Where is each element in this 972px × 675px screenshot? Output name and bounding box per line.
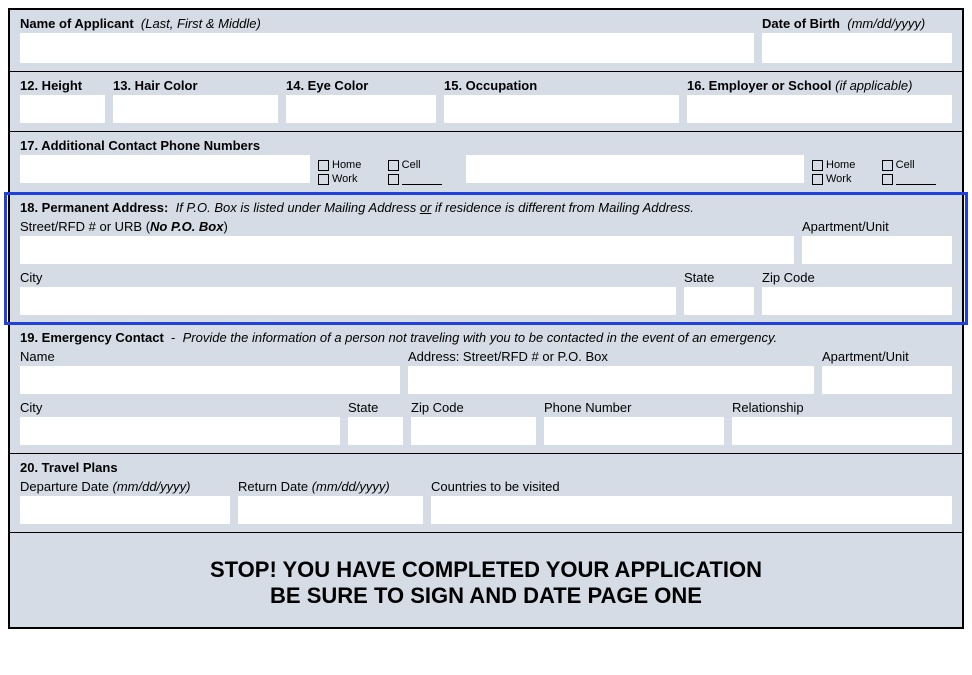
- sec19-header: 19. Emergency Contact - Provide the info…: [20, 330, 952, 345]
- state-input[interactable]: [684, 287, 754, 315]
- phone1-work-cb[interactable]: [318, 174, 329, 185]
- apt-input[interactable]: [802, 236, 952, 264]
- hair-label: 13. Hair Color: [113, 78, 278, 93]
- zip-input[interactable]: [762, 287, 952, 315]
- occupation-input[interactable]: [444, 95, 679, 123]
- phone1-type: Home Cell Work: [318, 155, 458, 185]
- name-label: Name of Applicant (Last, First & Middle): [20, 16, 754, 31]
- ec-apt-input[interactable]: [822, 366, 952, 394]
- phone2-home-cb[interactable]: [812, 160, 823, 171]
- phone2-other-blank: [896, 173, 936, 185]
- stop-message: STOP! YOU HAVE COMPLETED YOUR APPLICATIO…: [20, 539, 952, 619]
- ec-address-label: Address: Street/RFD # or P.O. Box: [408, 349, 814, 364]
- ec-zip-label: Zip Code: [411, 400, 536, 415]
- street-label: Street/RFD # or URB (No P.O. Box): [20, 219, 794, 234]
- dep-label: Departure Date (mm/dd/yyyy): [20, 479, 230, 494]
- zip-label: Zip Code: [762, 270, 952, 285]
- sec18-header: 18. Permanent Address: If P.O. Box is li…: [20, 200, 952, 215]
- sec17-title: 17. Additional Contact Phone Numbers: [20, 138, 952, 153]
- section-17: 17. Additional Contact Phone Numbers Hom…: [10, 132, 962, 194]
- eye-input[interactable]: [286, 95, 436, 123]
- ec-city-label: City: [20, 400, 340, 415]
- ec-name-input[interactable]: [20, 366, 400, 394]
- section-18: 18. Permanent Address: If P.O. Box is li…: [10, 194, 962, 324]
- street-input[interactable]: [20, 236, 794, 264]
- phone1-other-blank: [402, 173, 442, 185]
- hair-input[interactable]: [113, 95, 278, 123]
- phone2-cell-cb[interactable]: [882, 160, 893, 171]
- countries-input[interactable]: [431, 496, 952, 524]
- apt-label: Apartment/Unit: [802, 219, 952, 234]
- city-input[interactable]: [20, 287, 676, 315]
- ec-state-input[interactable]: [348, 417, 403, 445]
- ec-phone-label: Phone Number: [544, 400, 724, 415]
- ec-apt-label: Apartment/Unit: [822, 349, 952, 364]
- city-label: City: [20, 270, 676, 285]
- state-label: State: [684, 270, 754, 285]
- phone1-input[interactable]: [20, 155, 310, 183]
- dob-input[interactable]: [762, 33, 952, 63]
- dep-input[interactable]: [20, 496, 230, 524]
- sec20-title: 20. Travel Plans: [20, 460, 952, 475]
- employer-input[interactable]: [687, 95, 952, 123]
- ec-state-label: State: [348, 400, 403, 415]
- ec-phone-input[interactable]: [544, 417, 724, 445]
- ec-city-input[interactable]: [20, 417, 340, 445]
- ret-input[interactable]: [238, 496, 423, 524]
- countries-label: Countries to be visited: [431, 479, 952, 494]
- ec-rel-input[interactable]: [732, 417, 952, 445]
- phone1-cell-cb[interactable]: [388, 160, 399, 171]
- ec-name-label: Name: [20, 349, 400, 364]
- section-12-16: 12. Height 13. Hair Color 14. Eye Color …: [10, 72, 962, 132]
- phone2-input[interactable]: [466, 155, 804, 183]
- phone2-type: Home Cell Work: [812, 155, 952, 185]
- phone1-other-cb[interactable]: [388, 174, 399, 185]
- phone2-work-cb[interactable]: [812, 174, 823, 185]
- section-name-dob: Name of Applicant (Last, First & Middle)…: [10, 10, 962, 72]
- ec-address-input[interactable]: [408, 366, 814, 394]
- application-form: Name of Applicant (Last, First & Middle)…: [8, 8, 964, 629]
- phone1-home-cb[interactable]: [318, 160, 329, 171]
- section-20: 20. Travel Plans Departure Date (mm/dd/y…: [10, 454, 962, 533]
- name-input[interactable]: [20, 33, 754, 63]
- section-stop: STOP! YOU HAVE COMPLETED YOUR APPLICATIO…: [10, 533, 962, 627]
- occupation-label: 15. Occupation: [444, 78, 679, 93]
- ec-rel-label: Relationship: [732, 400, 952, 415]
- eye-label: 14. Eye Color: [286, 78, 436, 93]
- section-19: 19. Emergency Contact - Provide the info…: [10, 324, 962, 454]
- employer-label: 16. Employer or School (if applicable): [687, 78, 952, 93]
- height-input[interactable]: [20, 95, 105, 123]
- dob-label: Date of Birth (mm/dd/yyyy): [762, 16, 952, 31]
- height-label: 12. Height: [20, 78, 105, 93]
- ec-zip-input[interactable]: [411, 417, 536, 445]
- phone2-other-cb[interactable]: [882, 174, 893, 185]
- ret-label: Return Date (mm/dd/yyyy): [238, 479, 423, 494]
